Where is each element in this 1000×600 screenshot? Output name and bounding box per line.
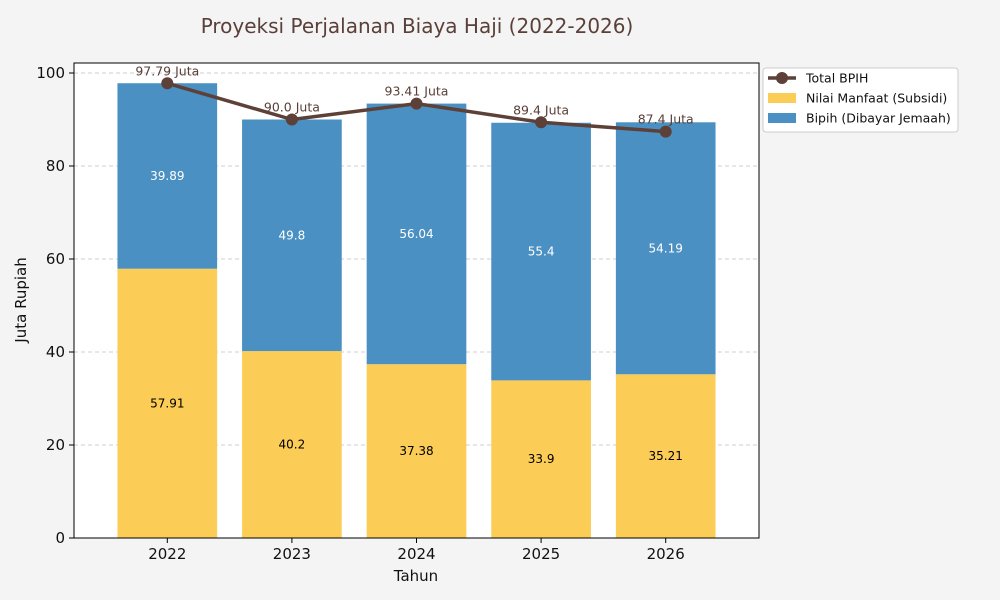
bar-bipih (117, 83, 218, 269)
bar-subsidi (366, 364, 467, 538)
y-axis-ticks: 0 20 40 60 80 100 (36, 64, 74, 547)
total-value-label: 89.4 Juta (513, 102, 569, 117)
total-value-label: 97.79 Juta (135, 63, 199, 78)
legend-marker (776, 72, 788, 84)
y-tick-label: 20 (46, 436, 65, 454)
total-point (535, 116, 548, 129)
total-line-group: 97.79 Juta 90.0 Juta 93.41 Juta 89.4 Juta 87… (135, 63, 694, 138)
segment-value-label: 49.8 (279, 228, 306, 242)
total-point (410, 97, 423, 110)
x-tick-label: 2023 (273, 545, 311, 563)
legend: Total BPIH Nilai Manfaat (Subsidi) Bipih (… (762, 67, 959, 133)
bar-bipih (615, 122, 716, 375)
total-value-label: 87.4 Juta (638, 112, 694, 127)
y-tick-label: 60 (46, 250, 65, 268)
y-tick-label: 80 (46, 157, 65, 175)
x-tick-label: 2025 (522, 545, 560, 563)
x-tick-label: 2022 (148, 545, 186, 563)
segment-value-label: 37.38 (399, 444, 433, 458)
x-axis-label: Tahun (393, 567, 438, 585)
total-value-label: 90.0 Juta (264, 100, 320, 115)
bar-subsidi (615, 374, 716, 538)
bars-group (117, 83, 716, 538)
x-tick-label: 2026 (647, 545, 685, 563)
segment-value-label: 57.91 (150, 396, 184, 410)
x-tick-label: 2024 (397, 545, 435, 563)
bar-bipih (366, 103, 467, 365)
segment-value-label: 54.19 (649, 241, 683, 255)
y-tick-label: 40 (46, 343, 65, 361)
bar-subsidi (117, 268, 218, 538)
y-axis-label: Juta Rupiah (12, 257, 30, 343)
total-point (285, 113, 298, 126)
bar-subsidi (491, 380, 591, 538)
segment-value-label: 33.9 (528, 452, 555, 466)
legend-label: Total BPIH (805, 71, 868, 86)
segment-value-label: 40.2 (279, 438, 306, 452)
bar-bipih (242, 119, 342, 352)
segment-labels: 57.91 39.89 40.2 49.8 37.38 56.04 33.9 55.4 35.2… (150, 169, 683, 466)
legend-swatch (768, 113, 796, 123)
total-point (161, 77, 174, 90)
segment-value-label: 55.4 (528, 245, 555, 259)
legend-box (762, 67, 959, 133)
bar-subsidi (242, 351, 342, 538)
y-tick-label: 100 (36, 64, 65, 82)
x-axis-ticks: 2022 2023 2024 2025 2026 (148, 538, 685, 563)
segment-value-label: 35.21 (649, 449, 683, 463)
legend-label: Nilai Manfaat (Subsidi) (806, 91, 947, 106)
chart-title: Proyeksi Perjalanan Biaya Haji (2022-202… (201, 14, 634, 38)
segment-value-label: 39.89 (150, 169, 184, 183)
total-point (659, 125, 672, 138)
y-tick-label: 0 (55, 529, 65, 547)
segment-value-label: 56.04 (399, 227, 433, 241)
legend-label: Bipih (Dibayar Jemaah) (806, 111, 951, 126)
total-value-label: 93.41 Juta (385, 84, 449, 99)
legend-swatch (768, 93, 796, 103)
bar-bipih (491, 122, 591, 381)
